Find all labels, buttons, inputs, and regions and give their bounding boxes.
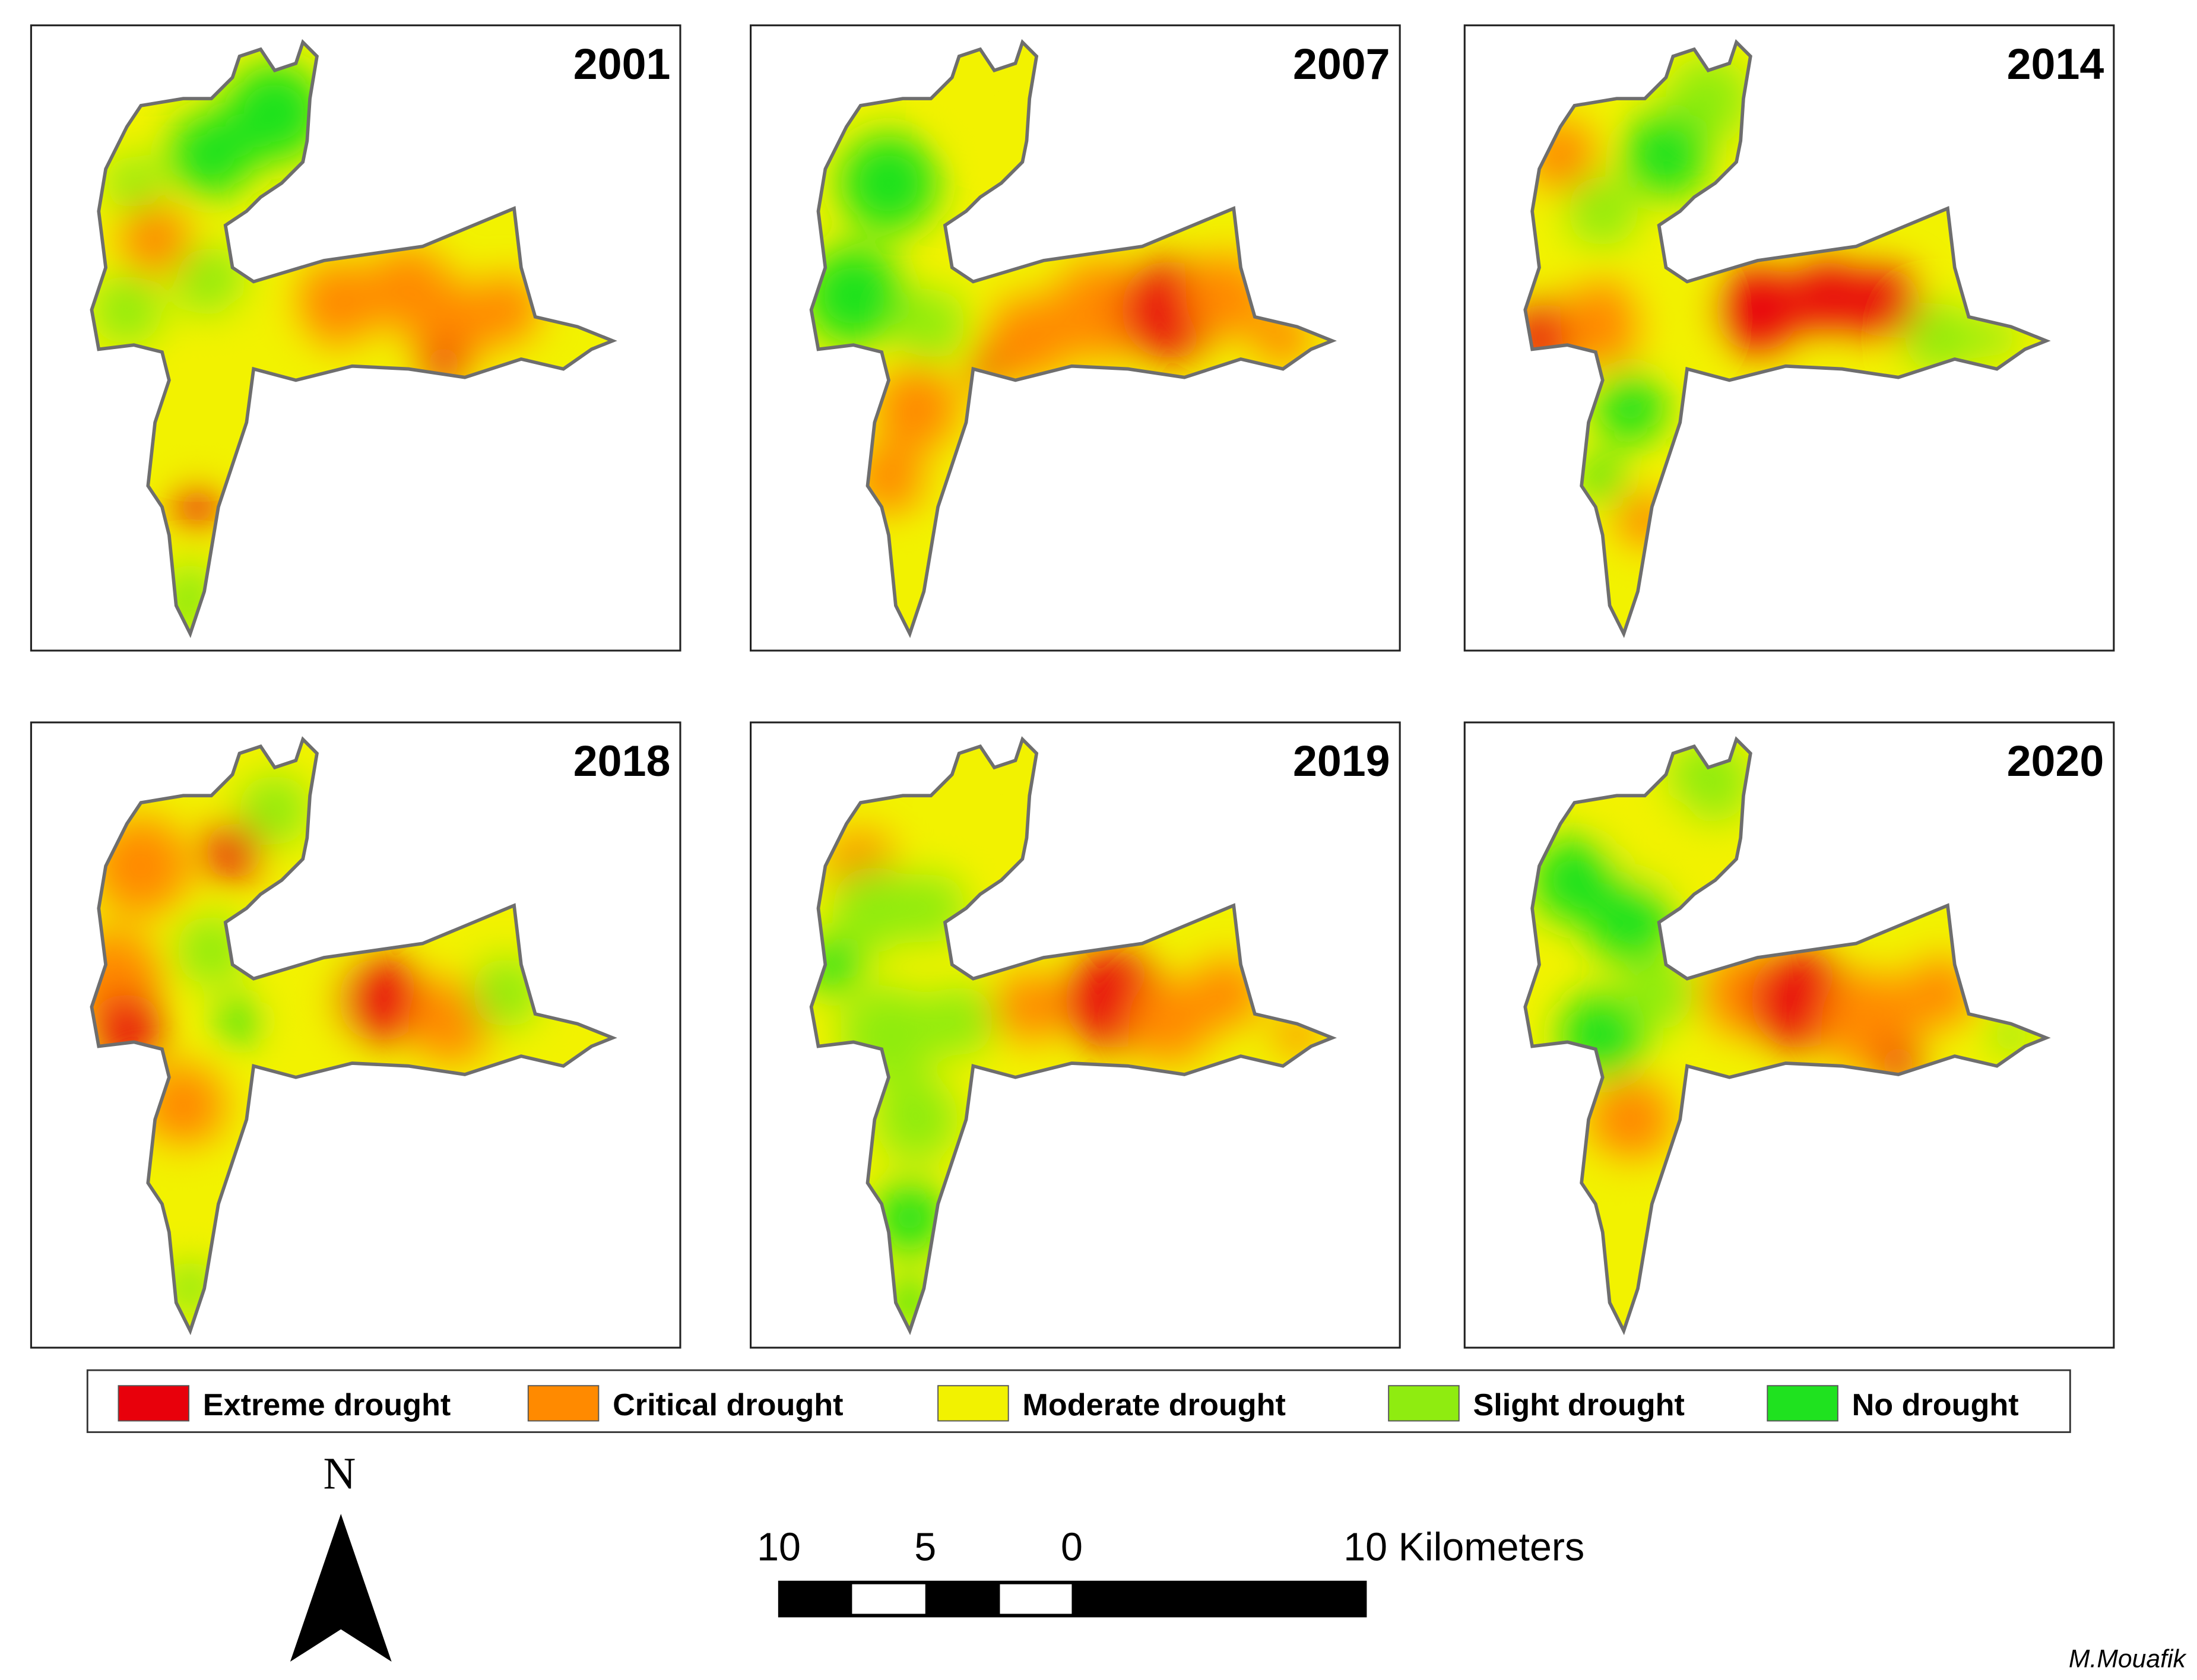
scale-label: 10 Kilometers	[1343, 1525, 1584, 1569]
drought-blob	[119, 204, 191, 275]
drought-blobs	[1532, 739, 2033, 1324]
drought-blob	[1589, 880, 1673, 965]
panel-year: 2014	[2007, 39, 2104, 88]
scale-bar-segment	[1000, 1584, 1072, 1614]
drought-blob	[1567, 176, 1638, 247]
scale-label: 10	[757, 1525, 801, 1569]
panel-year: 2007	[1293, 39, 1390, 88]
map-panel: 2007	[750, 24, 1401, 652]
drought-blob	[471, 274, 543, 345]
drought-blob	[895, 289, 966, 359]
map-panel: 2020	[1463, 721, 2115, 1349]
legend-swatch	[1767, 1385, 1838, 1422]
drought-blob	[1050, 260, 1149, 359]
panel-year: 2001	[573, 39, 671, 88]
panel-year: 2020	[2007, 736, 2104, 785]
drought-blob	[832, 866, 917, 951]
north-arrow	[290, 1514, 392, 1662]
drought-blob	[176, 486, 218, 528]
legend-swatch	[118, 1385, 190, 1422]
drought-blob	[959, 753, 1044, 838]
drought-blob	[839, 134, 939, 233]
north-label: N	[323, 1448, 356, 1498]
scale-bar-segment	[852, 1584, 925, 1614]
drought-blob	[106, 154, 163, 211]
legend-box	[86, 1369, 2071, 1433]
drought-blob	[296, 260, 381, 345]
drought-blob	[1905, 303, 1976, 373]
drought-blobs	[811, 753, 1318, 1324]
drought-blob	[952, 49, 1051, 148]
drought-blob	[1638, 281, 1708, 353]
credit: M.Mouafik	[2069, 1645, 2188, 1673]
drought-surface	[1525, 739, 2046, 1331]
map-panel: 2019	[750, 721, 1401, 1349]
drought-blob	[994, 971, 1065, 1042]
drought-blob	[408, 978, 493, 1063]
drought-blob	[1616, 795, 1701, 880]
scale-bar: 10 5 0 10 Kilometers	[757, 1525, 1584, 1618]
drought-blob	[169, 112, 254, 198]
drought-blob	[176, 246, 247, 317]
legend-swatch	[527, 1385, 600, 1422]
legend-label: Slight drought	[1473, 1388, 1684, 1422]
legend-label: Critical drought	[613, 1388, 843, 1422]
drought-blob	[924, 985, 994, 1057]
legend-label: Moderate drought	[1022, 1388, 1285, 1422]
drought-blob	[91, 274, 163, 345]
drought-blob	[218, 1000, 261, 1042]
panel-year: 2018	[573, 736, 671, 785]
drought-surface	[811, 739, 1333, 1331]
drought-blobs	[91, 63, 585, 634]
drought-blob	[1624, 958, 1694, 1028]
scale-label: 5	[914, 1525, 936, 1569]
drought-blob	[225, 63, 324, 162]
drought-blob	[1792, 260, 1863, 331]
drought-blob	[1581, 457, 1624, 500]
drought-blob	[408, 281, 493, 366]
drought-blob	[1589, 1077, 1673, 1162]
map-panel: 2014	[1463, 24, 2115, 652]
drought-blob	[1715, 267, 1800, 353]
drought-blob	[1595, 373, 1666, 444]
drought-blob	[811, 246, 903, 345]
legend-label: Extreme drought	[203, 1388, 451, 1422]
scale-label: 0	[1061, 1525, 1083, 1569]
map-panel: 2018	[30, 721, 681, 1349]
drought-blob	[1624, 112, 1708, 198]
legend-label: No drought	[1852, 1388, 2019, 1422]
panel-year: 2019	[1293, 736, 1390, 785]
map-panel: 2001	[30, 24, 681, 652]
drought-blob	[1849, 267, 1920, 338]
drought-blob	[874, 366, 959, 451]
legend-swatch	[937, 1385, 1009, 1422]
drought-surface	[91, 42, 613, 634]
drought-blob	[1128, 978, 1213, 1063]
drought-blob	[162, 387, 233, 458]
panels: 2001 2007 2014 2018 2019 2020	[30, 24, 2115, 1349]
drought-blob	[218, 296, 289, 366]
drought-blob	[204, 823, 261, 880]
legend-swatch	[1388, 1385, 1460, 1422]
legend: Extreme drought Critical drought Moderate …	[118, 1385, 2019, 1422]
drought-blob	[987, 296, 1072, 381]
drought-blob	[338, 958, 423, 1042]
drought-blob	[1560, 281, 1645, 366]
drought-blob	[239, 774, 310, 845]
drought-blob	[874, 1183, 945, 1254]
drought-blob	[874, 1077, 959, 1162]
